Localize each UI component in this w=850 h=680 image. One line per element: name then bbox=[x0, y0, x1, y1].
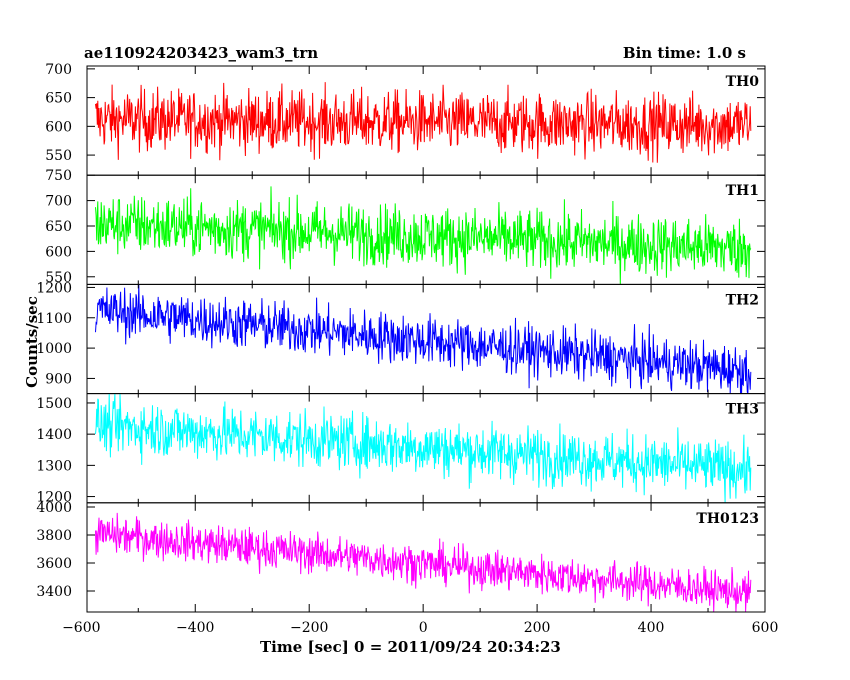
x-tick-label: 0 bbox=[419, 620, 428, 636]
x-tick-label: −400 bbox=[176, 620, 214, 636]
x-tick-label: −600 bbox=[62, 620, 100, 636]
series-line-th3 bbox=[95, 393, 752, 503]
y-tick-label: 900 bbox=[45, 371, 72, 387]
y-tick-label: 1300 bbox=[36, 458, 72, 474]
y-tick-label: 1200 bbox=[36, 490, 72, 506]
y-tick-label: 700 bbox=[45, 62, 72, 78]
x-tick-label: 600 bbox=[752, 620, 779, 636]
y-tick-label: 550 bbox=[45, 270, 72, 286]
series-line-th0123 bbox=[95, 512, 752, 613]
y-tick-label: 750 bbox=[45, 168, 72, 184]
series-line-th1 bbox=[95, 186, 752, 285]
y-tick-label: 650 bbox=[45, 91, 72, 107]
y-tick-label: 600 bbox=[45, 244, 72, 260]
series-line-th0 bbox=[95, 82, 752, 163]
y-tick-label: 3800 bbox=[36, 528, 72, 544]
y-axis-label: Counts/sec bbox=[23, 296, 41, 388]
y-tick-label: 1000 bbox=[36, 341, 72, 357]
y-tick-label: 700 bbox=[45, 194, 72, 210]
y-tick-label: 1200 bbox=[36, 280, 72, 296]
panel-label-th0123: TH0123 bbox=[696, 511, 759, 527]
series-line-th2 bbox=[95, 284, 752, 394]
x-tick-label: 200 bbox=[524, 620, 551, 636]
chart-title: ae110924203423_wam3_trn bbox=[84, 44, 319, 62]
bin-time-label: Bin time: 1.0 s bbox=[622, 44, 746, 62]
y-tick-label: 1100 bbox=[36, 311, 72, 327]
panel-label-th1: TH1 bbox=[726, 183, 759, 199]
x-tick-label: −200 bbox=[290, 620, 328, 636]
panel-label-th2: TH2 bbox=[726, 292, 759, 308]
y-tick-label: 3400 bbox=[36, 584, 72, 600]
x-tick-label: 400 bbox=[638, 620, 665, 636]
y-tick-label: 650 bbox=[45, 219, 72, 235]
y-tick-label: 4000 bbox=[36, 500, 72, 516]
y-tick-label: 3600 bbox=[36, 556, 72, 572]
panel-label-th0: TH0 bbox=[726, 74, 760, 90]
panel-label-th3: TH3 bbox=[726, 402, 759, 418]
y-tick-label: 1500 bbox=[36, 396, 72, 412]
panel-frame-th0123 bbox=[86, 502, 766, 613]
panel-frame-th2 bbox=[86, 283, 766, 395]
x-axis-label: Time [sec] 0 = 2011/09/24 20:34:23 bbox=[260, 638, 561, 656]
y-tick-label: 550 bbox=[45, 148, 72, 164]
y-tick-label: 600 bbox=[45, 119, 72, 135]
y-tick-label: 1400 bbox=[36, 427, 72, 443]
